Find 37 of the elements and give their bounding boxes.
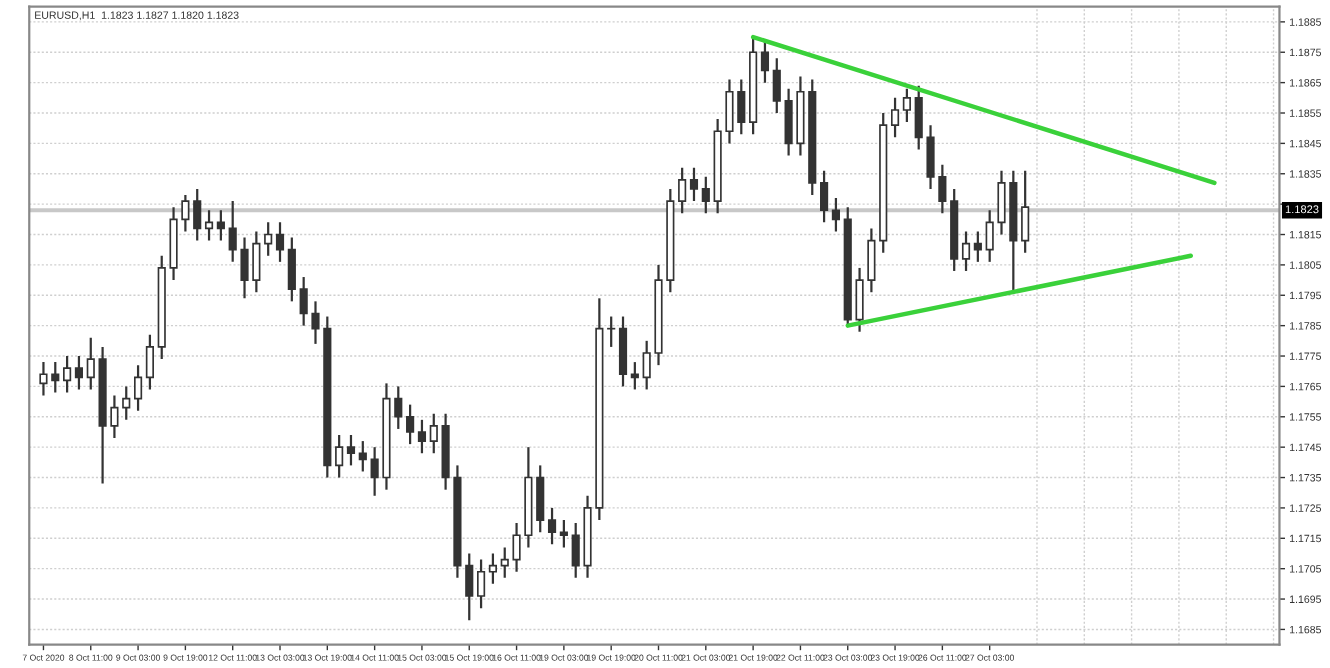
candlestick	[264, 221, 273, 257]
candlestick	[902, 87, 911, 124]
candlestick	[287, 236, 296, 303]
candlestick	[831, 196, 841, 233]
candlestick	[193, 187, 202, 242]
candlestick	[358, 439, 367, 473]
candlestick	[961, 230, 971, 273]
candlestick	[772, 57, 781, 115]
candlestick	[547, 506, 557, 546]
candlestick	[275, 221, 285, 263]
candlestick	[86, 336, 95, 391]
candlestick	[74, 354, 84, 391]
candlestick	[701, 175, 710, 215]
candlestick	[346, 433, 356, 467]
candlestick	[536, 464, 545, 534]
candlestick	[417, 418, 427, 455]
candlestick	[406, 403, 415, 446]
candlestick	[973, 230, 982, 263]
candlestick	[476, 558, 486, 610]
candlestick	[429, 412, 438, 455]
candlestick	[145, 333, 154, 391]
candlestick	[760, 38, 770, 84]
candlestick	[630, 360, 639, 391]
candlestick	[689, 166, 699, 203]
candlestick	[1021, 169, 1030, 254]
candlestick	[890, 96, 900, 139]
candlestick	[618, 315, 628, 388]
candlestick	[607, 315, 616, 349]
candlestick	[488, 552, 497, 585]
candlestick	[335, 433, 344, 479]
candlestick	[216, 209, 225, 242]
candlestick	[133, 364, 143, 412]
candlestick	[204, 209, 214, 242]
candlestick	[63, 354, 72, 394]
candlestick	[559, 518, 568, 549]
candlestick	[678, 166, 687, 215]
candlestick	[820, 169, 829, 224]
